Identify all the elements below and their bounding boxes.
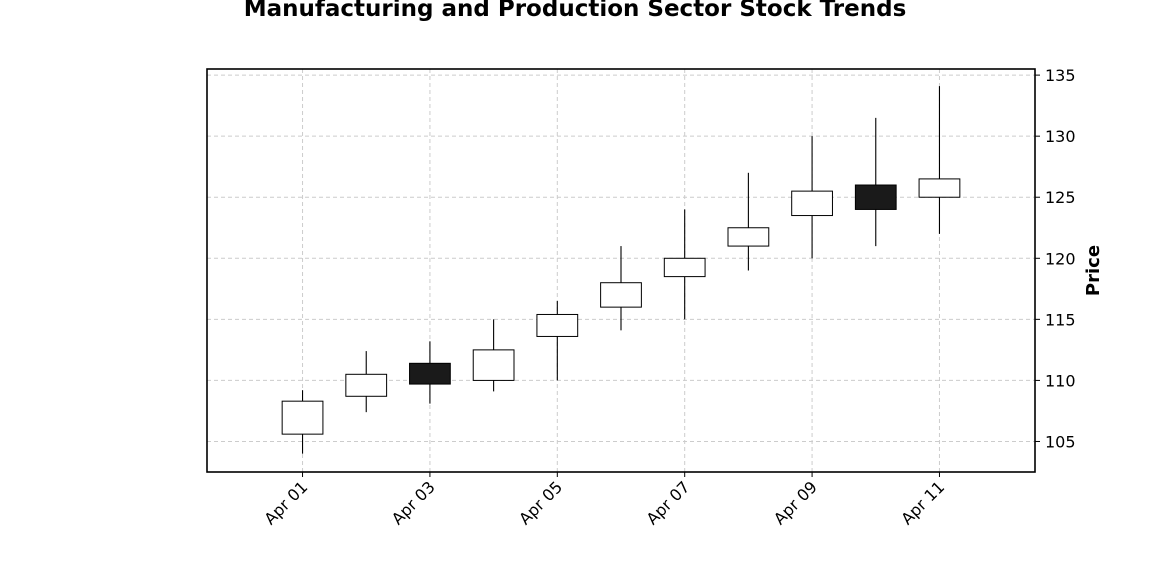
x-tick-label: Apr 07 [643, 477, 694, 528]
x-tick-label: Apr 11 [897, 477, 948, 528]
candle [536, 301, 579, 381]
x-tick-label: Apr 03 [388, 477, 439, 528]
candle-layer [281, 86, 961, 454]
tick-layer: 105 110 115 120 125 130 135 Apr 01 Apr 03 Apr 05 A… [260, 66, 1075, 528]
y-tick-label: 130 [1045, 127, 1076, 146]
candle-body [281, 400, 324, 435]
candle [727, 172, 770, 271]
candle [409, 341, 451, 404]
candle [345, 351, 388, 413]
y-axis-label: Price [1083, 245, 1104, 296]
candle [791, 136, 833, 259]
chart-title: Manufacturing and Production Sector Stoc… [243, 0, 907, 22]
candle [281, 390, 324, 454]
candle-body [918, 178, 961, 198]
candle-body [791, 190, 833, 217]
candle-body [854, 184, 897, 210]
y-tick-label: 120 [1045, 249, 1076, 268]
candle-body [663, 257, 706, 278]
candle [854, 117, 897, 247]
candle-body [600, 282, 642, 308]
y-tick-label: 135 [1045, 66, 1076, 85]
candle-body [727, 227, 770, 247]
y-tick-label: 125 [1045, 188, 1076, 207]
candle-body [536, 313, 579, 337]
x-tick-label: Apr 05 [515, 477, 566, 528]
candle-body [409, 362, 451, 385]
x-tick-label: Apr 01 [260, 477, 311, 528]
candle-body [345, 373, 388, 397]
candle-body [472, 349, 515, 381]
candle [918, 86, 961, 234]
y-tick-label: 105 [1045, 432, 1076, 451]
y-tick-label: 110 [1045, 371, 1076, 390]
candle [663, 209, 706, 320]
x-tick-label: Apr 09 [770, 477, 821, 528]
plot-frame [206, 68, 1036, 473]
candle [472, 319, 515, 392]
y-tick-label: 115 [1045, 310, 1076, 329]
candle [600, 246, 642, 331]
